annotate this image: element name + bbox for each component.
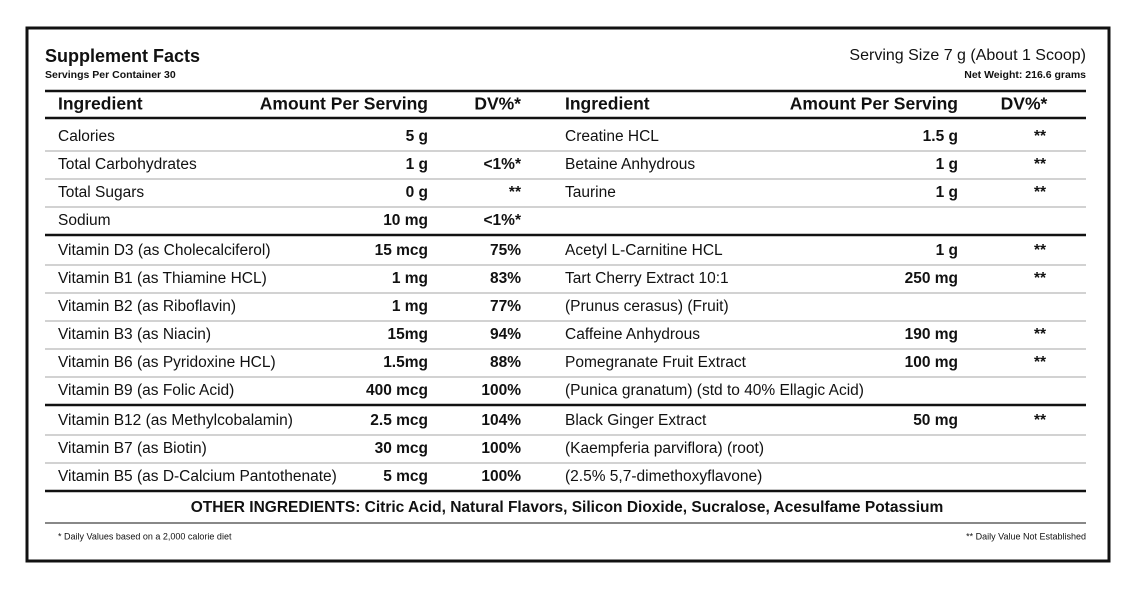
ingredient: Total Carbohydrates (58, 156, 197, 173)
amount: 1 mg (392, 298, 428, 315)
amount: 1 g (936, 242, 958, 259)
ingredient: Total Sugars (58, 184, 144, 201)
daily-value: ** (1034, 270, 1047, 287)
column-header: Amount Per Serving (790, 94, 958, 114)
daily-value: ** (1034, 156, 1047, 173)
amount: 400 mcg (366, 382, 428, 399)
column-header: DV%* (1001, 94, 1048, 114)
amount: 10 mg (383, 212, 428, 229)
column-header: DV%* (474, 94, 521, 114)
ingredient: Vitamin D3 (as Cholecalciferol) (58, 242, 271, 259)
ingredient: Acetyl L-Carnitine HCL (565, 242, 723, 259)
net-weight: Net Weight: 216.6 grams (964, 69, 1086, 81)
ingredient: Pomegranate Fruit Extract (565, 354, 747, 371)
daily-value: ** (509, 184, 522, 201)
ingredient: Vitamin B1 (as Thiamine HCL) (58, 270, 267, 287)
daily-value: 100% (481, 440, 521, 457)
daily-value: ** (1034, 412, 1047, 429)
amount: 1.5mg (383, 354, 428, 371)
column-header: Ingredient (565, 94, 650, 114)
daily-value: ** (1034, 184, 1047, 201)
daily-value: 88% (490, 354, 521, 371)
ingredient: Calories (58, 128, 115, 145)
amount: 50 mg (913, 412, 958, 429)
amount: 250 mg (905, 270, 958, 287)
ingredient: (Punica granatum) (std to 40% Ellagic Ac… (565, 382, 864, 399)
amount: 1 g (406, 156, 428, 173)
amount: 100 mg (905, 354, 958, 371)
column-header: Ingredient (58, 94, 143, 114)
ingredient: Vitamin B6 (as Pyridoxine HCL) (58, 354, 276, 371)
amount: 5 mcg (383, 468, 428, 485)
ingredient: Vitamin B12 (as Methylcobalamin) (58, 412, 293, 429)
ingredient: (Kaempferia parviflora) (root) (565, 440, 764, 457)
daily-value: <1%* (484, 212, 522, 229)
daily-value: ** (1034, 128, 1047, 145)
ingredient: Taurine (565, 184, 616, 201)
amount: 1.5 g (923, 128, 958, 145)
amount: 0 g (406, 184, 428, 201)
ingredient: Sodium (58, 212, 111, 229)
ingredient: Tart Cherry Extract 10:1 (565, 270, 729, 287)
footnote: * Daily Values based on a 2,000 calorie … (58, 531, 232, 541)
amount: 2.5 mcg (370, 412, 428, 429)
daily-value: 75% (490, 242, 521, 259)
amount: 15 mcg (375, 242, 428, 259)
daily-value: 77% (490, 298, 521, 315)
serving-size: Serving Size 7 g (About 1 Scoop) (849, 47, 1086, 64)
ingredient: Vitamin B7 (as Biotin) (58, 440, 207, 457)
ingredient: Creatine HCL (565, 128, 659, 145)
daily-value: 104% (481, 412, 521, 429)
daily-value: 100% (481, 468, 521, 485)
amount: 1 g (936, 184, 958, 201)
ingredient: Vitamin B3 (as Niacin) (58, 326, 211, 343)
ingredient: Black Ginger Extract (565, 412, 707, 429)
title: Supplement Facts (45, 46, 200, 66)
other-ingredients: OTHER INGREDIENTS: Citric Acid, Natural … (191, 499, 944, 516)
daily-value: ** (1034, 354, 1047, 371)
daily-value: ** (1034, 242, 1047, 259)
amount: 1 g (936, 156, 958, 173)
daily-value: 83% (490, 270, 521, 287)
column-header: Amount Per Serving (260, 94, 428, 114)
daily-value: <1%* (484, 156, 522, 173)
ingredient: Betaine Anhydrous (565, 156, 695, 173)
amount: 15mg (388, 326, 429, 343)
amount: 5 g (406, 128, 428, 145)
daily-value: ** (1034, 326, 1047, 343)
daily-value: 100% (481, 382, 521, 399)
ingredient: Vitamin B9 (as Folic Acid) (58, 382, 234, 399)
ingredient: Caffeine Anhydrous (565, 326, 700, 343)
amount: 1 mg (392, 270, 428, 287)
footnote: ** Daily Value Not Established (966, 531, 1086, 541)
amount: 190 mg (905, 326, 958, 343)
amount: 30 mcg (375, 440, 428, 457)
ingredient: Vitamin B2 (as Riboflavin) (58, 298, 236, 315)
daily-value: 94% (490, 326, 521, 343)
ingredient: Vitamin B5 (as D-Calcium Pantothenate) (58, 468, 337, 485)
servings: Servings Per Container 30 (45, 69, 176, 81)
outer-border (25, 26, 1111, 563)
ingredient: (Prunus cerasus) (Fruit) (565, 298, 729, 315)
ingredient: (2.5% 5,7-dimethoxyflavone) (565, 468, 762, 485)
